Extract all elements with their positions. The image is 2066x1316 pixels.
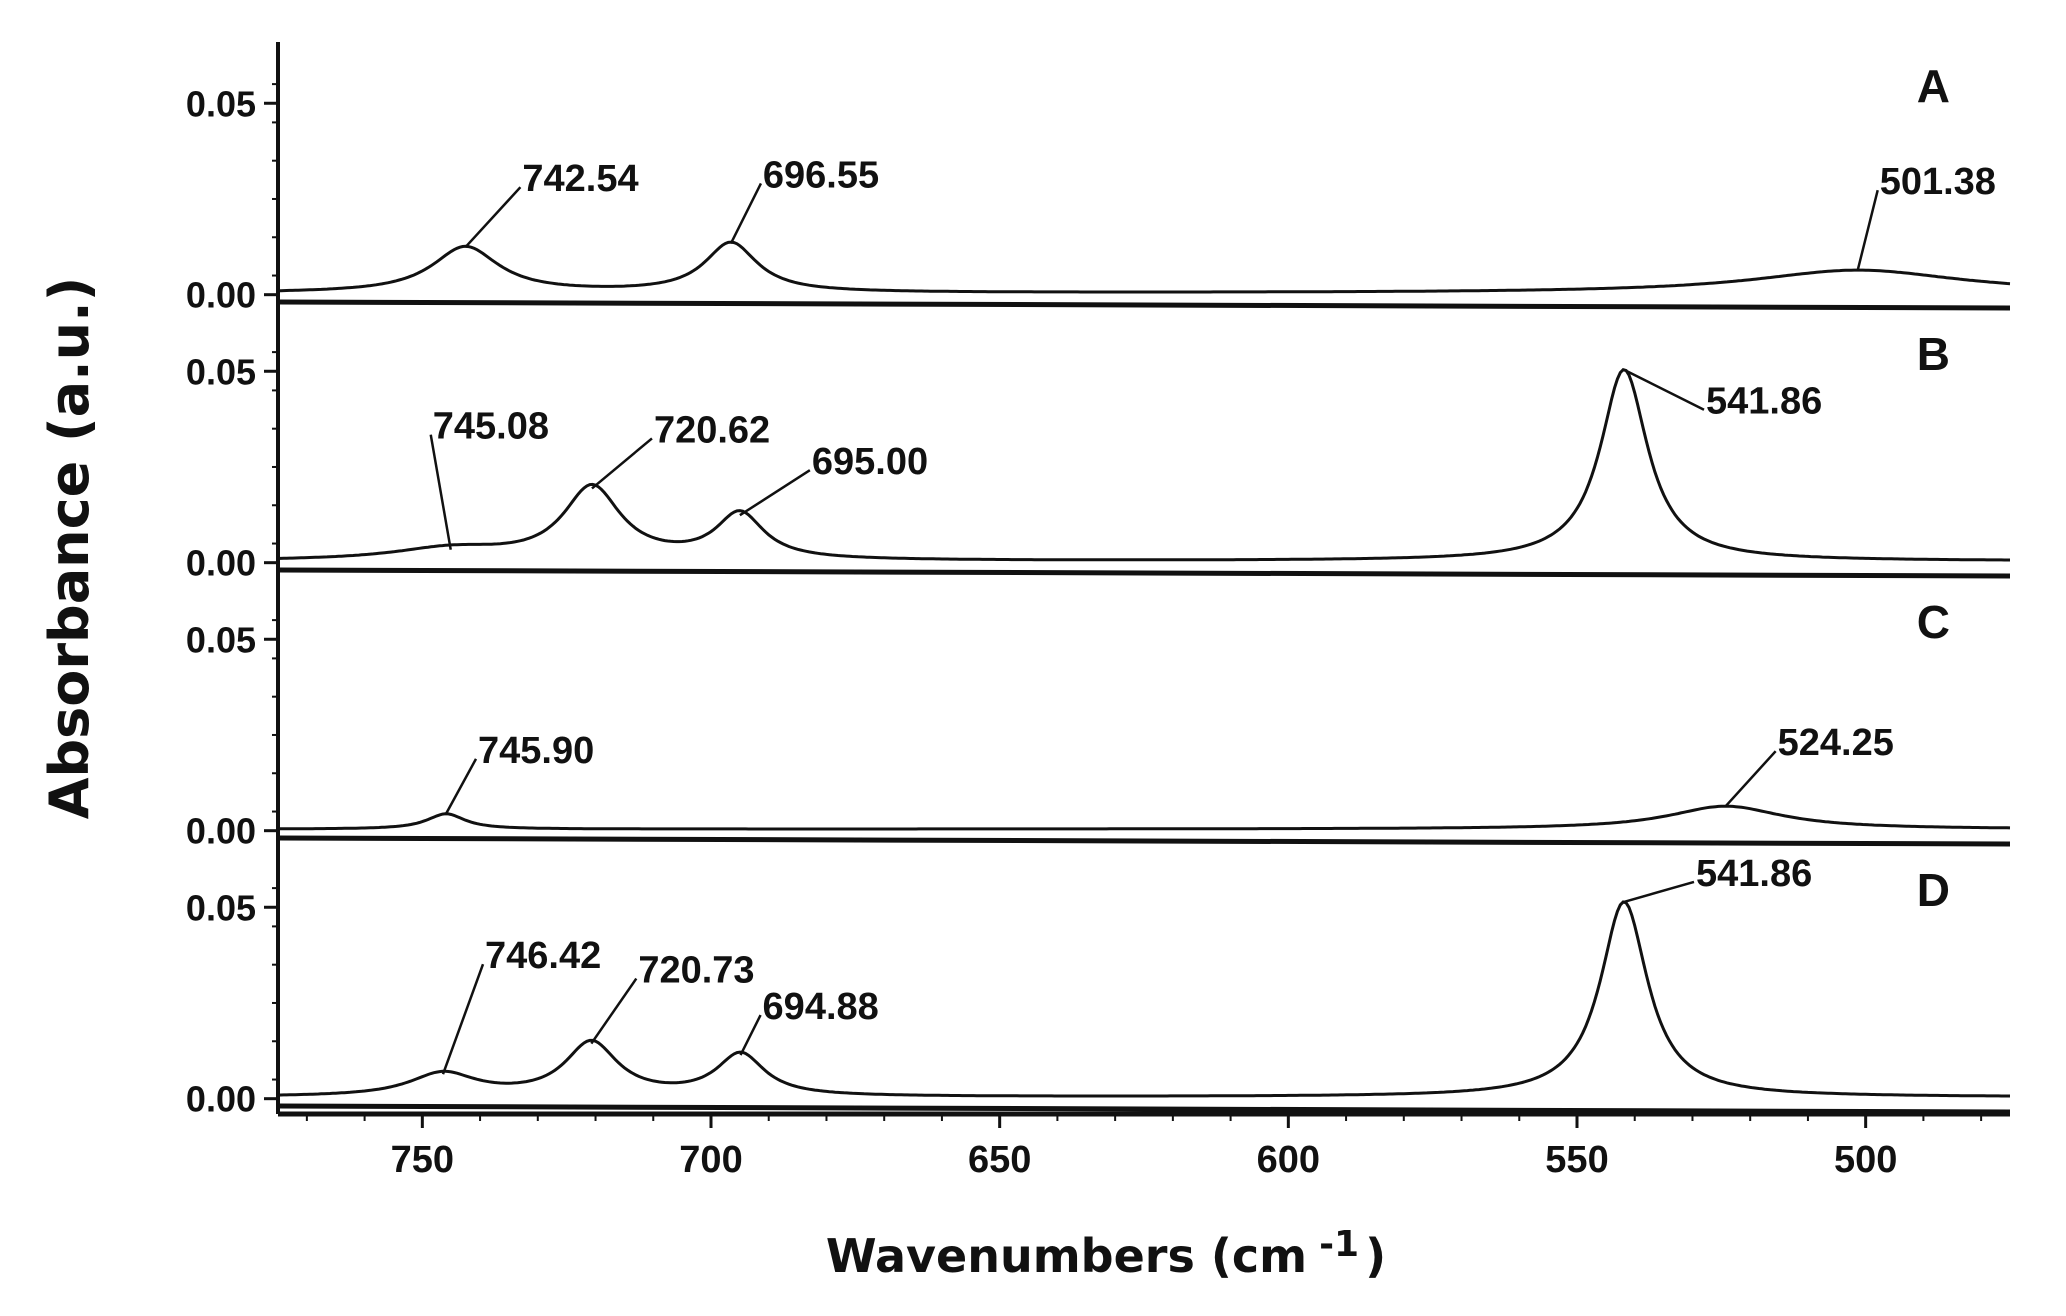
x-tick-label: 550 <box>1545 1139 1608 1181</box>
peak-label: 501.38 <box>1880 161 1996 203</box>
peak-leader-line <box>429 434 452 550</box>
peak-leader-line <box>444 758 478 815</box>
x-tick-label: 600 <box>1257 1139 1320 1181</box>
panel-letter: A <box>1917 60 1950 112</box>
y-tick-label: 0.00 <box>186 275 256 316</box>
panel-c: 0.00 0.05 745.90 524.25 C <box>186 578 2011 852</box>
peak-label: 745.90 <box>478 730 594 772</box>
panel-bottom-border <box>277 567 2011 579</box>
peak-label: 695.00 <box>812 441 928 483</box>
peak-label: 720.73 <box>638 950 754 992</box>
y-tick-label: 0.00 <box>186 1079 256 1120</box>
x-tick-label: 650 <box>968 1139 1031 1181</box>
panel-bottom-border <box>277 299 2011 311</box>
peak-label: 694.88 <box>763 986 879 1028</box>
spectrum-line <box>278 804 2011 831</box>
panel-letter: D <box>1917 864 1950 916</box>
x-axis-title-close: ) <box>1365 1229 1386 1283</box>
peak-leader-line <box>464 186 522 249</box>
x-axis-title-superscript: -1 <box>1319 1224 1359 1265</box>
panel-bottom-border <box>277 835 2011 847</box>
y-axis-title: Absorbance (a.u.) <box>38 277 101 820</box>
y-tick-label: 0.05 <box>186 887 256 928</box>
spectrum-line <box>278 368 2010 562</box>
panel-letter: B <box>1917 328 1950 380</box>
peak-leader-line <box>729 182 763 244</box>
x-axis: 750 700 650 600 550 500 <box>278 1111 2010 1181</box>
peak-label: 746.42 <box>485 935 601 977</box>
x-tick-label: 750 <box>391 1139 454 1181</box>
peak-label: 524.25 <box>1778 722 1894 764</box>
y-tick-label: 0.05 <box>186 351 256 392</box>
panel-letter: C <box>1917 596 1950 648</box>
peak-leader-line <box>739 1014 762 1056</box>
peak-leader-line <box>739 469 811 517</box>
peak-leader-line <box>441 963 485 1075</box>
peak-leader-line <box>1724 750 1777 808</box>
panel-bottom-border <box>277 1103 2011 1115</box>
peak-leader-line <box>1856 189 1879 271</box>
y-tick-label: 0.05 <box>186 619 256 660</box>
panel-a: 0.00 0.05 742.54 696.55 501.38 A <box>186 42 2011 316</box>
peak-label: 541.86 <box>1706 381 1822 423</box>
peak-label: 742.54 <box>522 158 638 200</box>
spectrum-line <box>277 900 2010 1098</box>
x-tick-label: 700 <box>679 1139 742 1181</box>
panels-group: 0.00 0.05 742.54 696.55 501.38 A 0.00 0.05 745.0… <box>186 42 2011 1120</box>
x-axis-title-main: Wavenumbers (cm <box>826 1229 1307 1283</box>
y-tick-label: 0.00 <box>186 543 256 584</box>
peak-leader-line <box>1623 368 1705 411</box>
x-tick-label: 500 <box>1834 1139 1897 1181</box>
y-tick-label: 0.00 <box>186 811 256 852</box>
panel-b: 0.00 0.05 745.08 720.62 695.00 541.86 B <box>186 310 2011 584</box>
peak-label: 696.55 <box>763 154 879 196</box>
peak-label: 541.86 <box>1696 853 1812 895</box>
peak-leader-line <box>1623 880 1695 904</box>
x-axis-title: Wavenumbers (cm -1) <box>826 1224 1386 1283</box>
peak-label: 720.62 <box>654 409 770 451</box>
y-tick-label: 0.05 <box>186 83 256 124</box>
peak-label: 745.08 <box>433 406 549 448</box>
spectrum-line <box>278 240 2011 294</box>
peak-leader-line <box>590 977 638 1045</box>
peak-leader-line <box>591 437 653 490</box>
